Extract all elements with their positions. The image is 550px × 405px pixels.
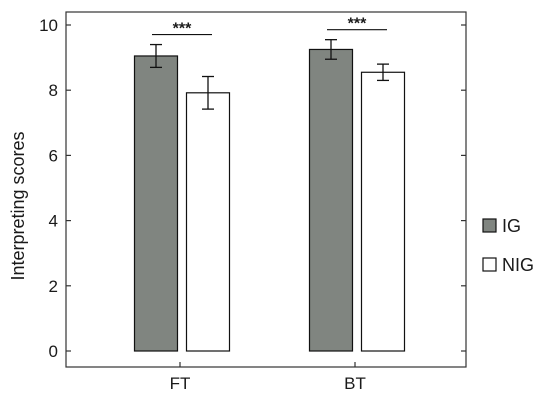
legend-label-ig: IG [502,216,521,236]
x-tick-label: BT [344,374,366,393]
legend: IG NIG [482,216,534,275]
y-tick-label: 6 [49,146,58,165]
y-axis-title: Interpreting scores [8,131,28,280]
error-bars-group [150,39,389,110]
y-tick-label: 8 [49,81,58,100]
bar-nig-bt [360,71,406,352]
x-tick-label: FT [170,374,191,393]
plot-area-frame [65,11,467,368]
significance-label: *** [173,21,192,38]
significance-label: *** [348,16,367,33]
legend-label-nig: NIG [502,255,534,275]
significance-annotations: *** *** [152,16,387,38]
bar-nig-ft [185,92,231,352]
legend-swatch-nig [482,257,497,272]
bars-group [133,48,406,352]
y-tick-label: 2 [49,277,58,296]
y-axis-ticks: 0 2 4 6 8 10 [39,16,466,361]
plot-frame-group [65,11,467,368]
x-axis-ticks: FT BT [170,362,366,393]
y-tick-label: 4 [49,212,58,231]
y-tick-label: 0 [49,342,58,361]
y-tick-label: 10 [39,16,58,35]
bar-ig-bt [308,48,354,352]
legend-swatch-ig [482,218,497,233]
bar-ig-ft [133,55,179,352]
